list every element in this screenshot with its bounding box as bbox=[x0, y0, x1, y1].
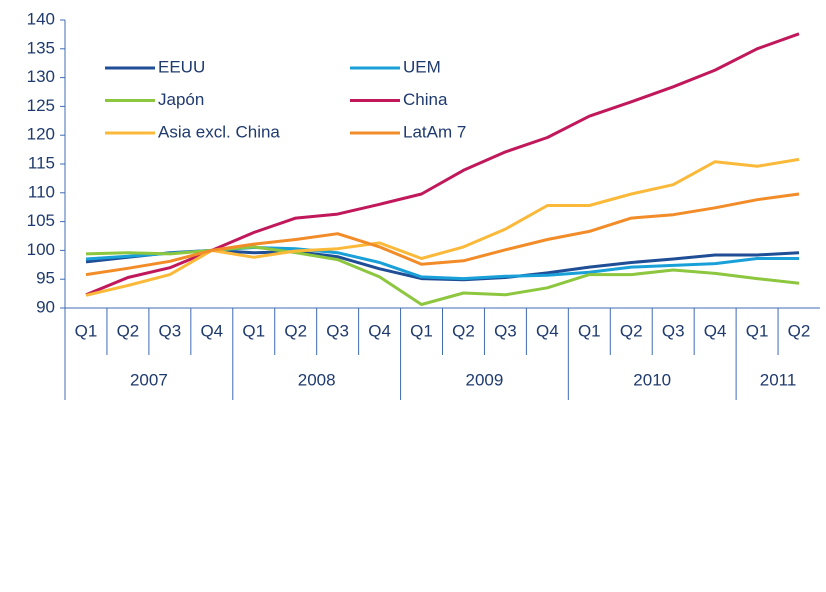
x-tick-label: Q1 bbox=[242, 321, 265, 340]
y-tick-label: 100 bbox=[27, 240, 55, 259]
legend-label: Japón bbox=[158, 90, 204, 109]
legend-label: EEUU bbox=[158, 57, 205, 76]
y-tick-label: 140 bbox=[27, 9, 55, 28]
x-tick-label: Q4 bbox=[704, 321, 727, 340]
y-tick-label: 110 bbox=[28, 182, 55, 201]
series-line bbox=[85, 192, 800, 277]
year-label: 2008 bbox=[298, 370, 336, 389]
year-label: 2009 bbox=[466, 370, 504, 389]
x-tick-label: Q1 bbox=[578, 321, 601, 340]
legend-label: LatAm 7 bbox=[403, 122, 466, 141]
y-tick-label: 90 bbox=[36, 297, 55, 316]
x-tick-label: Q3 bbox=[494, 321, 517, 340]
y-tick-label: 120 bbox=[27, 125, 55, 144]
y-tick-label: 105 bbox=[27, 211, 55, 230]
y-tick-label: 135 bbox=[27, 38, 55, 57]
legend-label: China bbox=[403, 90, 448, 109]
x-tick-label: Q4 bbox=[200, 321, 223, 340]
year-label: 2011 bbox=[760, 370, 797, 389]
x-tick-label: Q4 bbox=[536, 321, 559, 340]
y-tick-label: 130 bbox=[27, 67, 55, 86]
x-tick-label: Q2 bbox=[452, 321, 475, 340]
year-label: 2010 bbox=[633, 370, 671, 389]
y-tick-label: 95 bbox=[36, 269, 55, 288]
x-tick-label: Q1 bbox=[75, 321, 98, 340]
year-label: 2007 bbox=[130, 370, 168, 389]
x-tick-label: Q4 bbox=[368, 321, 391, 340]
x-tick-label: Q3 bbox=[326, 321, 349, 340]
x-tick-label: Q3 bbox=[662, 321, 685, 340]
x-tick-label: Q1 bbox=[410, 321, 433, 340]
x-tick-label: Q3 bbox=[159, 321, 182, 340]
legend-label: UEM bbox=[403, 57, 441, 76]
y-tick-label: 115 bbox=[28, 153, 55, 172]
x-tick-label: Q2 bbox=[117, 321, 140, 340]
x-tick-label: Q2 bbox=[284, 321, 307, 340]
series-line bbox=[85, 157, 800, 297]
y-tick-label: 125 bbox=[27, 96, 55, 115]
x-tick-label: Q1 bbox=[746, 321, 769, 340]
x-tick-label: Q2 bbox=[620, 321, 643, 340]
x-tick-label: Q2 bbox=[788, 321, 811, 340]
legend-label: Asia excl. China bbox=[158, 122, 280, 141]
